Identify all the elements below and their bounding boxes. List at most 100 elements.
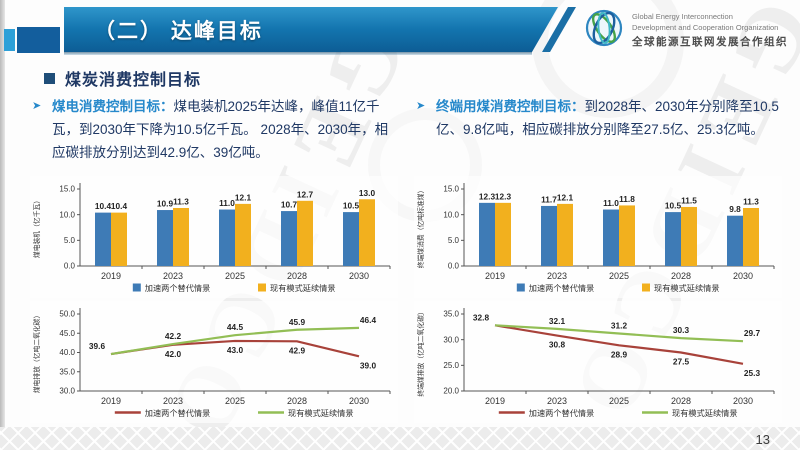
line-series (494, 324, 744, 365)
bar-value-label: 13.0 (359, 188, 376, 198)
point-value-label: 39.6 (89, 341, 106, 351)
bar-value-label: 11.0 (219, 198, 235, 208)
y-tick-label: 10.0 (59, 210, 75, 219)
legend-label: 加速两个替代情景 (145, 283, 211, 293)
bar (219, 209, 235, 266)
legend-label: 现有模式延续情景 (288, 408, 354, 418)
bar (95, 212, 111, 266)
bar (619, 205, 635, 266)
point-value-label: 29.7 (744, 328, 761, 338)
bar (297, 200, 313, 266)
x-tick-label: 2025 (225, 396, 245, 406)
bar-value-label: 10.4 (111, 201, 128, 211)
bar-chart-coal-power-install: 0.0 5.0 10.0 15.0 煤电装机（亿千瓦） 2019 2023 2025 2028 2… (30, 176, 398, 298)
point-value-label: 43.0 (227, 345, 244, 355)
x-tick-label: 2030 (349, 271, 369, 281)
legend-swatch (132, 283, 141, 292)
line-chart-terminal-coal-emissions: 20.0 25.0 30.0 35.0 终端煤排放（亿吨二氧化碳） 2019 2023 202… (414, 301, 782, 423)
bar (157, 210, 173, 266)
accent-square-dark (17, 27, 60, 53)
bar (235, 203, 251, 266)
point-value-label: 25.3 (744, 368, 761, 378)
bullet-list: ➤ 煤电消费控制目标：煤电装机2025年达峰，峰值11亿千瓦，到2030年下降为1… (32, 95, 782, 165)
y-tick-label: 5.0 (64, 236, 76, 245)
y-axis-title: 终端煤排放（亿吨二氧化碳） (416, 308, 425, 396)
line-series (110, 326, 360, 356)
bar (359, 199, 375, 266)
line-chart-svg: 30.0 35.0 40.0 45.0 50.0 煤电排放（亿吨二氧化碳） 2019 2023… (32, 308, 391, 418)
legend-label: 现有模式延续情景 (270, 283, 336, 293)
page-title: （二） 达峰目标 (94, 19, 263, 43)
slide-header: （二） 达峰目标 (64, 7, 558, 52)
bar (479, 202, 495, 266)
bar-chart-terminal-coal-consumption: 0.0 5.0 10.0 15.0 终端煤消费（亿吨标准煤） 2019 2023 2025 20… (414, 176, 782, 298)
x-tick-label: 2028 (287, 271, 307, 281)
bar-value-label: 11.0 (603, 198, 619, 208)
y-tick-label: 30.0 (443, 335, 459, 344)
bar-value-label: 10.7 (281, 200, 298, 210)
bar (557, 203, 573, 266)
y-tick-label: 5.0 (448, 236, 460, 245)
legend-label: 现有模式延续情景 (672, 408, 738, 418)
x-tick-label: 2030 (349, 396, 369, 406)
bar-chart-svg: 0.0 5.0 10.0 15.0 煤电装机（亿千瓦） 2019 2023 2025 2028 2… (32, 183, 391, 293)
line-series (494, 324, 744, 343)
bullet-body: 煤电装机2025年达峰，峰值11亿千瓦，到2030年下降为10.5亿千瓦。 20… (52, 99, 389, 161)
bar (281, 211, 297, 266)
bar-value-label: 10.5 (343, 201, 360, 211)
point-value-label: 39.0 (360, 360, 377, 370)
bar (681, 206, 697, 266)
point-value-label: 42.2 (165, 331, 182, 341)
bar (495, 202, 511, 266)
y-tick-label: 20.0 (443, 387, 459, 396)
bar (343, 212, 359, 266)
x-tick-label: 2023 (547, 396, 567, 406)
x-tick-label: 2030 (733, 271, 753, 281)
logo-line-cn: 全球能源互联网发展合作组织 (632, 36, 788, 48)
section-title: 煤炭消费控制目标 (65, 72, 202, 89)
bar-value-label: 11.3 (173, 196, 189, 206)
bullet-coal-power: ➤ 煤电消费控制目标：煤电装机2025年达峰，峰值11亿千瓦，到2030年下降为1… (32, 95, 398, 165)
legend-label: 加速两个替代情景 (529, 283, 595, 293)
bar-value-label: 10.9 (157, 199, 174, 209)
bar-value-label: 12.3 (479, 191, 496, 201)
arrow-bullet-icon: ➤ (416, 100, 426, 112)
bar-value-label: 11.5 (681, 195, 697, 205)
point-value-label: 42.9 (289, 345, 306, 355)
bar-value-label: 10.5 (665, 201, 682, 211)
charts-grid: 0.0 5.0 10.0 15.0 煤电装机（亿千瓦） 2019 2023 2025 2028 2… (30, 176, 782, 423)
bar (743, 207, 759, 266)
x-tick-label: 2023 (163, 271, 183, 281)
x-tick-label: 2025 (609, 396, 629, 406)
geidco-logo: Global Energy Interconnection Developmen… (584, 8, 788, 53)
x-tick-label: 2019 (101, 396, 121, 406)
bullet-lead: 煤电消费控制目标： (52, 99, 174, 114)
bar-chart-svg: 0.0 5.0 10.0 15.0 终端煤消费（亿吨标准煤） 2019 2023 2025 20… (416, 183, 775, 293)
legend-swatch (258, 283, 266, 292)
slide-left-edge (0, 0, 5, 450)
legend-label: 加速两个替代情景 (145, 408, 211, 418)
point-value-label: 30.8 (549, 340, 566, 350)
x-tick-label: 2019 (485, 396, 505, 406)
accent-square-light (4, 29, 15, 51)
x-tick-label: 2023 (163, 396, 183, 406)
line-chart-svg: 20.0 25.0 30.0 35.0 终端煤排放（亿吨二氧化碳） 2019 2023 202… (416, 308, 775, 418)
point-value-label: 30.3 (673, 325, 690, 335)
bar-value-label: 11.3 (743, 196, 759, 206)
y-tick-label: 15.0 (59, 185, 75, 194)
bar (111, 212, 127, 266)
y-tick-label: 40.0 (59, 348, 75, 357)
point-value-label: 42.0 (165, 349, 182, 359)
page-number: 13 (755, 432, 770, 447)
y-tick-label: 50.0 (59, 310, 75, 319)
legend-swatch (642, 283, 650, 292)
point-value-label: 32.1 (549, 316, 566, 326)
bar-value-label: 9.8 (729, 204, 741, 214)
y-tick-label: 0.0 (448, 262, 460, 271)
bar (603, 209, 619, 266)
y-tick-label: 10.0 (443, 210, 459, 219)
y-axis-title: 终端煤消费（亿吨标准煤） (416, 187, 425, 269)
point-value-label: 28.9 (611, 349, 628, 359)
bar-value-label: 12.3 (495, 191, 512, 201)
